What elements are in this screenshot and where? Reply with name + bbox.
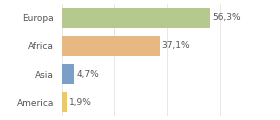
- Text: 1,9%: 1,9%: [69, 98, 92, 107]
- Bar: [62, 64, 74, 84]
- Bar: [62, 92, 67, 112]
- Bar: [62, 36, 160, 56]
- Text: 56,3%: 56,3%: [212, 13, 241, 22]
- Text: 4,7%: 4,7%: [76, 70, 99, 79]
- Text: 37,1%: 37,1%: [162, 41, 190, 50]
- Bar: [62, 8, 210, 28]
